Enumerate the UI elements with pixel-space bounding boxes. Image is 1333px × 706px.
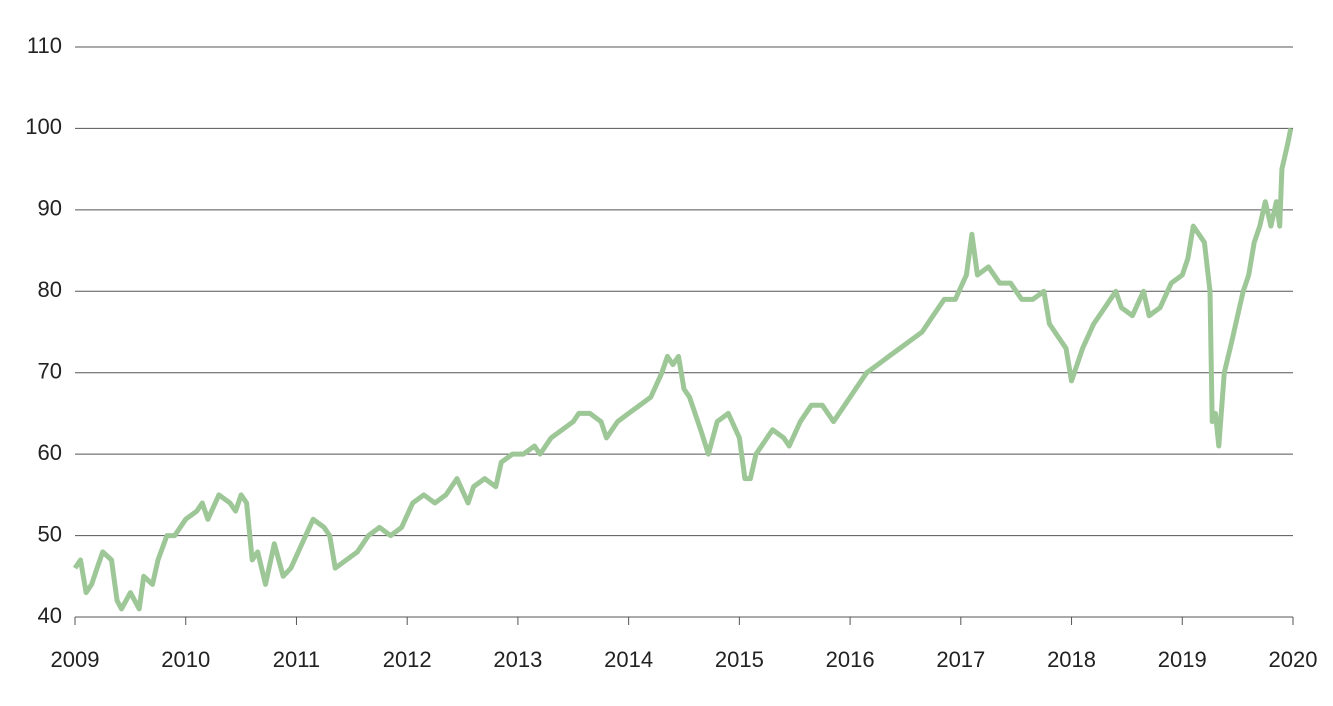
data-line [72,127,1294,612]
y-tick-label: 70 [38,359,62,384]
x-tick-label: 2018 [1047,647,1096,672]
x-tick-label: 2010 [161,647,210,672]
x-tick-label: 2011 [273,647,320,672]
x-tick-label: 2019 [1158,647,1207,672]
x-tick-label: 2013 [493,647,542,672]
y-tick-label: 110 [27,33,62,58]
x-tick-label: 2014 [604,647,653,672]
x-tick-label: 2020 [1269,647,1318,672]
x-tick-label: 2015 [715,647,764,672]
y-tick-label: 100 [25,114,62,139]
y-tick-label: 80 [38,277,62,302]
x-tick-label: 2016 [826,647,875,672]
y-tick-label: 40 [38,603,62,628]
y-tick-label: 90 [38,196,62,221]
x-tick-label: 2012 [383,647,432,672]
x-tick-label: 2009 [51,647,100,672]
y-tick-label: 50 [38,521,62,546]
x-tick-label: 2017 [936,647,985,672]
y-tick-label: 60 [38,440,62,465]
